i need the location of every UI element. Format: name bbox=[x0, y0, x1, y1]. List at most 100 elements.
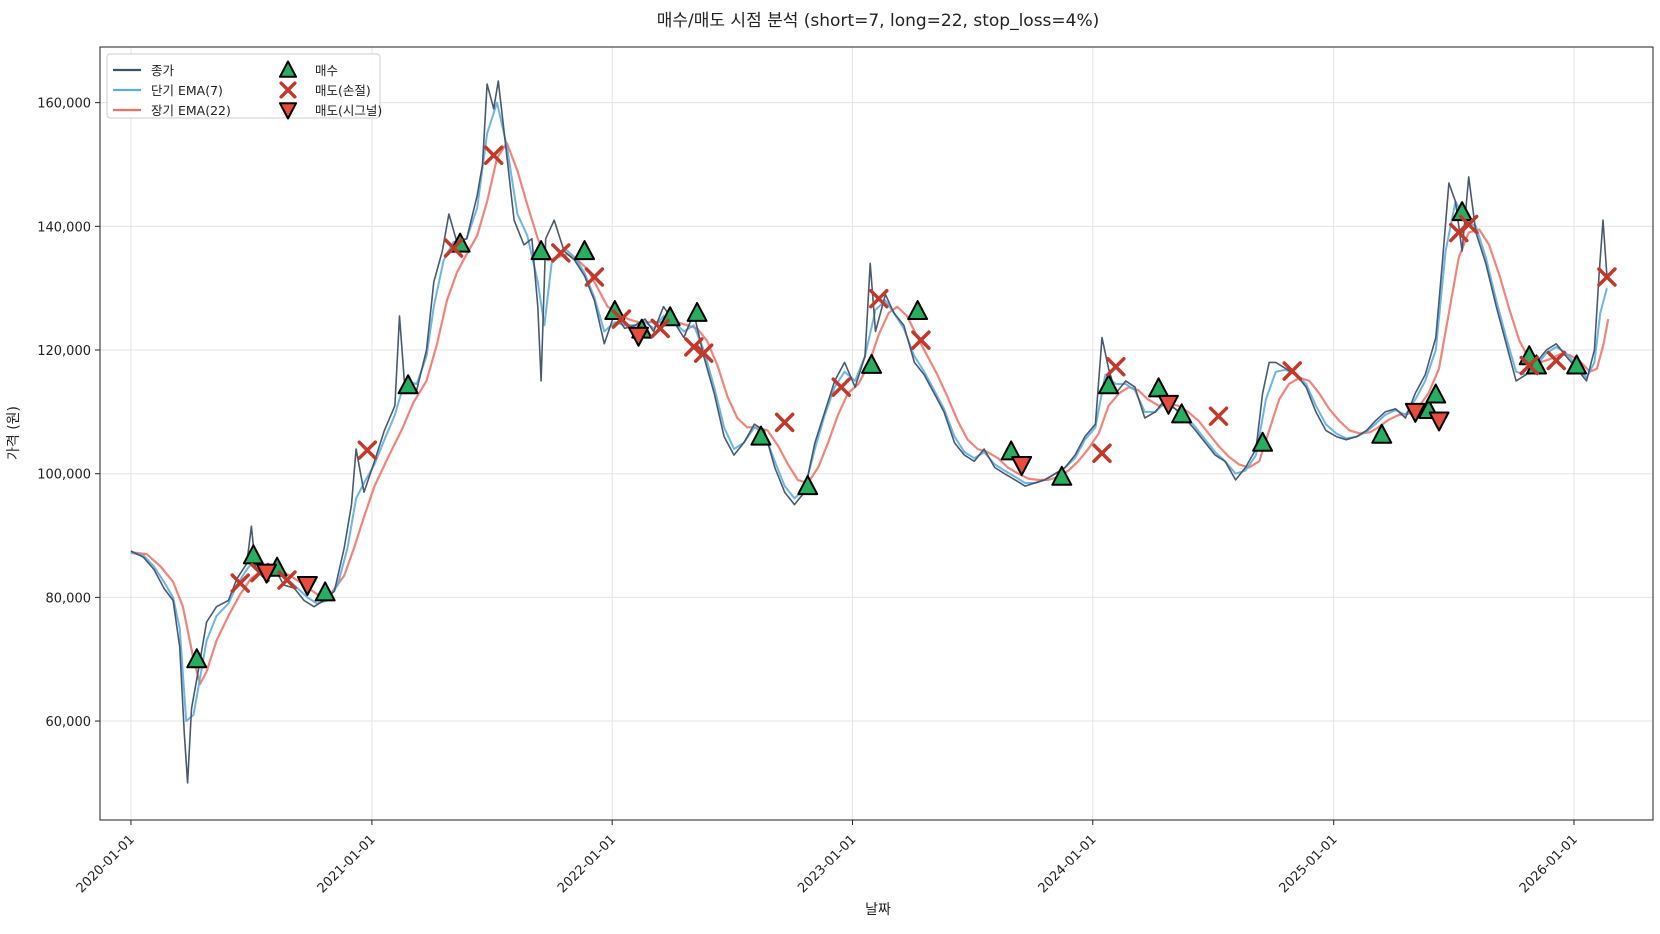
legend-swatch-buy-marker bbox=[278, 60, 298, 78]
x-tick-label: 2026-01-01 bbox=[1517, 832, 1581, 896]
stop-loss-marker bbox=[1519, 355, 1539, 376]
stop-loss-marker bbox=[869, 288, 889, 309]
stop-loss-marker-stroke-b bbox=[1519, 355, 1539, 376]
stop-loss-marker-stroke-b bbox=[230, 573, 250, 593]
marker-layer bbox=[186, 145, 1617, 669]
stop-loss-marker-stroke-b bbox=[483, 145, 504, 165]
x-tick-label: 2021-01-01 bbox=[315, 832, 379, 896]
signal-sell-marker bbox=[1011, 456, 1033, 477]
stop-loss-marker bbox=[774, 412, 795, 433]
stop-loss-marker bbox=[1092, 443, 1112, 464]
stop-loss-marker bbox=[611, 309, 632, 329]
y-tick-label: 60,000 bbox=[46, 715, 92, 730]
stop-loss-marker-stroke-b bbox=[774, 412, 795, 433]
stop-loss-marker-stroke-b bbox=[684, 337, 704, 357]
buy-marker bbox=[1566, 354, 1588, 375]
stop-loss-marker bbox=[1546, 350, 1566, 371]
buy-marker bbox=[186, 648, 208, 669]
stop-loss-marker bbox=[693, 343, 714, 363]
legend-label: 매도(시그널) bbox=[315, 103, 382, 118]
legend-swatch-stop-loss-marker bbox=[279, 81, 297, 99]
stop-loss-marker-stroke-b bbox=[869, 288, 889, 309]
signal-sell-marker bbox=[1157, 394, 1179, 415]
stop-loss-marker bbox=[443, 238, 464, 258]
grid-lines bbox=[100, 47, 1653, 820]
stop-loss-marker bbox=[831, 377, 852, 397]
buy-marker bbox=[1171, 403, 1193, 424]
stop-loss-marker-stroke-b bbox=[443, 238, 464, 258]
buy-marker bbox=[797, 475, 819, 496]
stop-loss-marker bbox=[551, 243, 571, 263]
stop-loss-marker-stroke-b bbox=[911, 330, 931, 350]
stop-loss-marker-stroke-b bbox=[1282, 361, 1302, 381]
legend-label: 종가 bbox=[151, 63, 175, 78]
buy-marker bbox=[530, 240, 552, 261]
stop-loss-marker-stroke-b bbox=[551, 243, 571, 263]
y-tick-label: 120,000 bbox=[37, 344, 91, 359]
signal-sell-marker bbox=[256, 563, 278, 584]
stop-loss-marker bbox=[483, 145, 504, 165]
y-tick-label: 80,000 bbox=[46, 591, 92, 606]
x-axis: 2020-01-01 2021-01-01 2022-01-01 2023-01-01… bbox=[74, 820, 1581, 896]
series-layer bbox=[130, 80, 1610, 784]
stop-loss-marker-stroke-b bbox=[1597, 267, 1617, 287]
buy-marker bbox=[750, 425, 772, 446]
stop-loss-marker-stroke-b bbox=[1458, 214, 1479, 235]
stop-loss-marker bbox=[650, 318, 670, 339]
x-tick-label: 2025-01-01 bbox=[1277, 832, 1341, 896]
legend-swatch-stop-loss-marker-stroke-b bbox=[279, 81, 297, 99]
x-tick-label: 2024-01-01 bbox=[1036, 832, 1100, 896]
buy-marker bbox=[907, 300, 929, 321]
buy-marker bbox=[242, 544, 264, 565]
legend-label: 장기 EMA(22) bbox=[151, 103, 231, 118]
stop-loss-marker-stroke-b bbox=[584, 267, 605, 287]
buy-marker bbox=[1098, 374, 1120, 395]
plot-frame bbox=[99, 46, 1654, 821]
buy-marker bbox=[397, 374, 419, 395]
stop-loss-marker-stroke-b bbox=[650, 318, 670, 339]
close-price-line bbox=[130, 80, 1608, 784]
buy-marker bbox=[686, 301, 708, 322]
buy-marker bbox=[1371, 423, 1393, 444]
stop-loss-marker bbox=[357, 440, 378, 460]
y-tick-label: 100,000 bbox=[37, 468, 91, 483]
legend-box bbox=[106, 53, 381, 119]
signal-sell-marker bbox=[628, 326, 650, 347]
signal-sell-marker bbox=[1404, 402, 1426, 423]
buy-marker bbox=[1425, 383, 1447, 404]
stop-loss-marker-stroke-b bbox=[1106, 356, 1126, 377]
signal-sell-marker bbox=[296, 576, 318, 597]
stop-loss-marker-stroke-b bbox=[357, 440, 378, 460]
stop-loss-marker-stroke-b bbox=[1208, 406, 1229, 426]
stop-loss-marker-stroke-b bbox=[1546, 350, 1566, 371]
stop-loss-marker bbox=[230, 573, 250, 593]
x-tick-label: 2023-01-01 bbox=[795, 832, 859, 896]
stop-loss-marker-stroke-b bbox=[831, 377, 852, 397]
x-axis-label: 날짜 bbox=[865, 902, 891, 918]
stop-loss-marker bbox=[277, 570, 297, 590]
signal-sell-marker bbox=[1428, 411, 1450, 432]
y-axis: 60,000 80,000 100,000 120,000 140,000 160,000 bbox=[37, 97, 100, 730]
buy-marker bbox=[1148, 377, 1170, 398]
x-tick-label: 2020-01-01 bbox=[74, 832, 138, 896]
stop-loss-marker-stroke-b bbox=[1092, 443, 1112, 464]
stop-loss-marker bbox=[1208, 406, 1229, 426]
chart-title: 매수/매도 시점 분석 (short=7, long=22, stop_loss… bbox=[657, 11, 1100, 31]
stop-loss-marker bbox=[584, 267, 605, 287]
long-ema-line bbox=[130, 141, 1610, 686]
stop-loss-marker bbox=[684, 337, 704, 357]
y-axis-label: 가격 (원) bbox=[6, 406, 22, 460]
stop-loss-marker-stroke-b bbox=[277, 570, 297, 590]
buy-marker bbox=[1252, 431, 1274, 452]
buy-marker bbox=[659, 306, 681, 327]
buy-marker bbox=[861, 353, 883, 374]
stop-loss-marker bbox=[911, 330, 931, 350]
buy-marker bbox=[1000, 440, 1022, 461]
stop-loss-marker bbox=[1282, 361, 1302, 381]
buy-marker bbox=[574, 240, 596, 261]
y-tick-label: 160,000 bbox=[37, 97, 91, 112]
stop-loss-marker bbox=[1106, 356, 1126, 377]
buy-marker bbox=[1051, 465, 1073, 486]
